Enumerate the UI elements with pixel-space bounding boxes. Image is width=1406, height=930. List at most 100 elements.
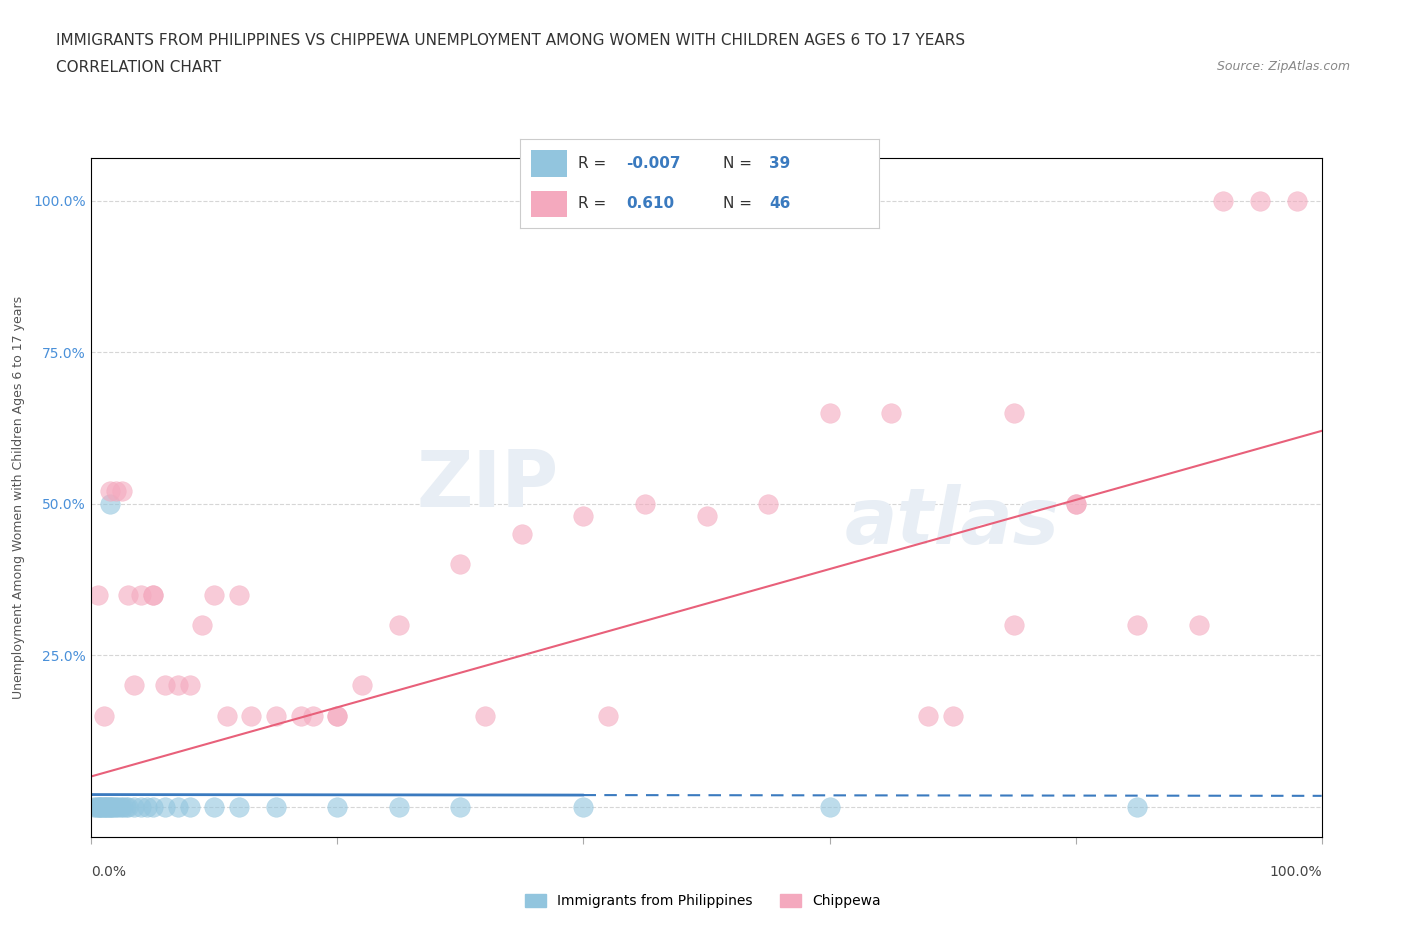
Text: ZIP: ZIP xyxy=(416,447,560,524)
Point xyxy=(695,509,717,524)
Point xyxy=(153,799,177,814)
Point xyxy=(86,799,108,814)
Y-axis label: Unemployment Among Women with Children Ages 6 to 17 years: Unemployment Among Women with Children A… xyxy=(11,296,25,699)
Point xyxy=(510,526,533,541)
Point xyxy=(572,509,595,524)
Point xyxy=(202,799,225,814)
Point xyxy=(124,678,146,693)
Point xyxy=(1285,193,1308,208)
Point xyxy=(264,709,287,724)
Text: IMMIGRANTS FROM PHILIPPINES VS CHIPPEWA UNEMPLOYMENT AMONG WOMEN WITH CHILDREN A: IMMIGRANTS FROM PHILIPPINES VS CHIPPEWA … xyxy=(56,33,966,47)
Point xyxy=(86,587,108,602)
Point xyxy=(388,799,411,814)
Point xyxy=(111,484,134,498)
Point xyxy=(129,587,152,602)
Point xyxy=(142,799,165,814)
Point xyxy=(124,799,146,814)
Point xyxy=(107,799,129,814)
Point xyxy=(105,484,127,498)
Point xyxy=(449,799,471,814)
Text: 39: 39 xyxy=(769,156,790,171)
Point xyxy=(129,799,152,814)
Point xyxy=(98,799,121,814)
Point xyxy=(89,799,111,814)
Point xyxy=(1212,193,1234,208)
Point xyxy=(240,709,263,724)
Text: R =: R = xyxy=(578,196,610,211)
Point xyxy=(98,484,121,498)
Point xyxy=(202,587,225,602)
Point xyxy=(91,799,114,814)
Point xyxy=(117,799,139,814)
Point xyxy=(388,618,411,632)
Point xyxy=(94,799,117,814)
Point xyxy=(264,799,287,814)
Point xyxy=(135,799,157,814)
Point xyxy=(103,799,125,814)
Bar xyxy=(531,150,567,177)
Point xyxy=(97,799,120,814)
Text: -0.007: -0.007 xyxy=(626,156,681,171)
Point xyxy=(634,497,657,512)
Point xyxy=(96,799,117,814)
Point xyxy=(880,405,903,420)
Point xyxy=(572,799,595,814)
Point xyxy=(326,799,349,814)
Text: N =: N = xyxy=(723,156,756,171)
Point xyxy=(1126,799,1149,814)
Point xyxy=(228,799,250,814)
Point xyxy=(596,709,619,724)
Bar xyxy=(531,191,567,218)
Point xyxy=(93,709,115,724)
Point xyxy=(290,709,312,724)
Text: 46: 46 xyxy=(769,196,790,211)
Text: 0.0%: 0.0% xyxy=(91,865,127,880)
Point xyxy=(191,618,214,632)
Text: Source: ZipAtlas.com: Source: ZipAtlas.com xyxy=(1216,60,1350,73)
Point xyxy=(1126,618,1149,632)
Point xyxy=(1249,193,1271,208)
Point xyxy=(153,678,177,693)
Point xyxy=(96,799,118,814)
Point xyxy=(100,799,122,814)
Point xyxy=(352,678,374,693)
Point xyxy=(215,709,238,724)
Point xyxy=(87,799,110,814)
Point xyxy=(449,557,471,572)
Point xyxy=(228,587,250,602)
Point xyxy=(1002,618,1025,632)
Point xyxy=(83,799,105,814)
Text: R =: R = xyxy=(578,156,610,171)
Point xyxy=(98,497,121,512)
Point xyxy=(90,799,112,814)
Point xyxy=(86,799,108,814)
Point xyxy=(818,405,841,420)
Point xyxy=(179,678,201,693)
Point xyxy=(917,709,939,724)
Point xyxy=(142,587,165,602)
Point xyxy=(1187,618,1209,632)
Text: 0.610: 0.610 xyxy=(626,196,673,211)
Text: 100.0%: 100.0% xyxy=(1270,865,1322,880)
Point xyxy=(101,799,124,814)
Point xyxy=(114,799,138,814)
Point xyxy=(818,799,841,814)
Point xyxy=(179,799,201,814)
Point xyxy=(93,799,115,814)
Point xyxy=(166,678,188,693)
Point xyxy=(756,497,779,512)
Point xyxy=(1064,497,1087,512)
Point xyxy=(1002,405,1025,420)
Text: N =: N = xyxy=(723,196,756,211)
Point xyxy=(326,709,349,724)
Point xyxy=(474,709,496,724)
Point xyxy=(301,709,323,724)
Point xyxy=(117,587,139,602)
Point xyxy=(112,799,135,814)
Text: atlas: atlas xyxy=(845,484,1060,560)
Point xyxy=(1064,497,1087,512)
Point xyxy=(110,799,132,814)
Point xyxy=(941,709,963,724)
Point xyxy=(142,587,165,602)
Point xyxy=(326,709,349,724)
